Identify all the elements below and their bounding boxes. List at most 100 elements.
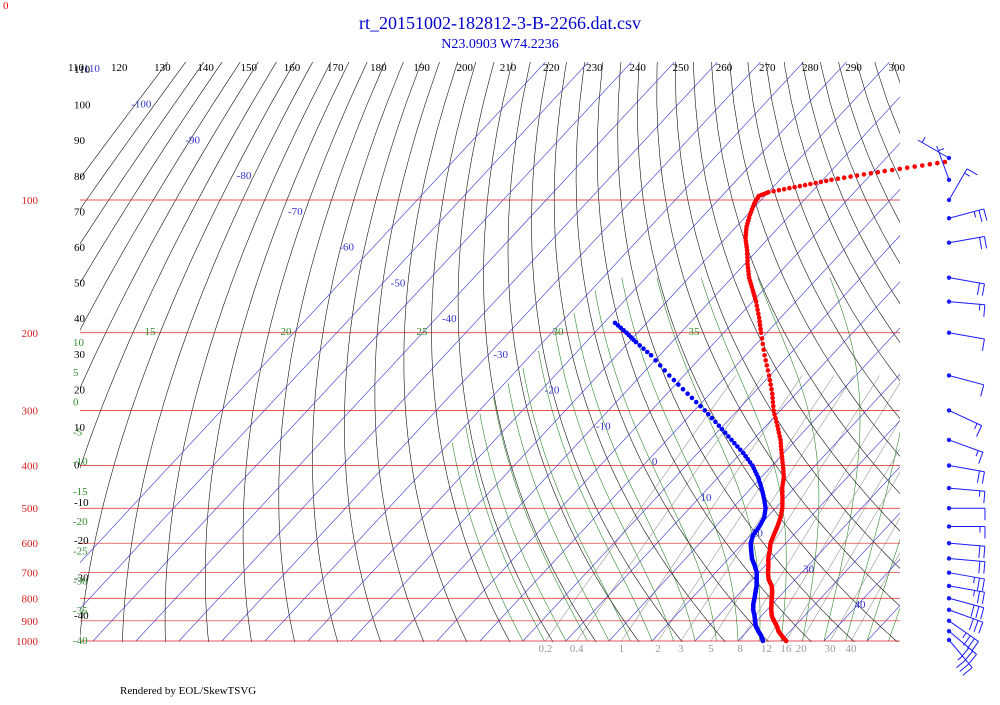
dry-adiabat-line [243, 25, 385, 651]
temperature-point [768, 378, 773, 383]
wind-barb-staff [949, 466, 984, 472]
temperature-point [771, 404, 776, 409]
left-scale-label: 60 [74, 242, 86, 254]
isobar-label: 300 [22, 405, 39, 417]
temperature-point [842, 175, 847, 180]
wind-barb-flag [963, 636, 970, 646]
wind-barb-station [947, 216, 951, 220]
isobar-label: 800 [22, 593, 39, 605]
temperature-point [912, 164, 917, 169]
top-scale-label: 150 [241, 62, 258, 74]
wind-barb [947, 486, 985, 503]
top-scale-label: 290 [845, 62, 862, 74]
moist-adiabats [452, 278, 1000, 641]
dry-adiabat-line [638, 25, 908, 651]
wind-barb-flag [984, 546, 985, 558]
dewpoint-point [681, 387, 686, 392]
wind-barb [947, 584, 985, 604]
corner-label: 0 [3, 0, 9, 12]
top-scale-label: 300 [889, 62, 906, 74]
moist-adiabat-label: 25 [417, 326, 429, 338]
wind-barb-flag [982, 579, 984, 591]
wind-barb-flag [984, 562, 985, 574]
top-scale-label: 190 [413, 62, 430, 74]
wind-barb-flag [980, 237, 982, 249]
temperature-point [771, 400, 776, 405]
dewpoint-point [717, 423, 722, 428]
temperature-point [755, 303, 760, 308]
wind-barb-staff [949, 278, 984, 284]
dry-adiabat-line [711, 25, 1000, 651]
temperature-point [920, 163, 925, 168]
top-scale-label: 250 [673, 62, 690, 74]
left-scale-label: -10 [74, 497, 89, 509]
wind-barb-flag [979, 210, 982, 222]
wind-barb [947, 236, 987, 249]
temperature-point [798, 184, 803, 189]
isotherm-label: -60 [339, 242, 354, 254]
dewpoint-point [720, 427, 725, 432]
wind-barb-station [947, 438, 951, 442]
wind-barb-flag [982, 592, 984, 604]
temperature-point [767, 373, 772, 378]
temperature-point [882, 169, 887, 174]
temperature-point [935, 161, 940, 166]
dewpoint-point [641, 346, 646, 351]
temperature-point [763, 358, 768, 363]
dry-adiabat-line [865, 25, 1000, 651]
render-credit: Rendered by EOL/SkewTSVG [120, 685, 256, 697]
dry-adiabat-line [762, 25, 1000, 651]
isotherm-label: 10 [701, 492, 713, 504]
dry-adiabat-line [458, 25, 558, 651]
temperature-point [819, 180, 824, 185]
wind-barb [947, 570, 985, 590]
temperature-point [761, 347, 766, 352]
top-scale-label: 230 [586, 62, 603, 74]
wind-barb-flag [984, 491, 985, 503]
temperature-point [836, 176, 841, 181]
wind-barb-station [947, 373, 951, 377]
temperature-point [792, 185, 797, 190]
wind-barb-flag [963, 668, 972, 676]
dewpoint-point [658, 363, 663, 368]
wind-barb-halfflag [938, 149, 944, 151]
dewpoint-point [694, 400, 699, 405]
dewpoint-point [676, 382, 681, 387]
temperature-point [905, 165, 910, 170]
wind-barb-staff [949, 209, 984, 218]
dry-adiabat-line [508, 25, 646, 651]
wind-barb-station [947, 556, 951, 560]
wind-barb [947, 629, 977, 664]
temperature-point [773, 416, 778, 421]
wind-barb-staff [949, 169, 967, 200]
dewpoint-point [726, 434, 731, 439]
top-scale-label: 170 [327, 62, 344, 74]
moist-scale-label: -20 [73, 516, 88, 528]
mixing-ratio-label: 1 [619, 643, 625, 655]
dewpoint-point [667, 373, 672, 378]
wind-barb [947, 463, 985, 483]
left-scale-label: 110 [74, 64, 91, 76]
left-scale-label: 20 [74, 384, 86, 396]
wind-barb-station [947, 156, 951, 160]
dewpoint-point [729, 438, 734, 443]
chart-title: rt_20151002-182812-3-B-2266.dat.csv [359, 13, 641, 33]
top-scale-label: 130 [154, 62, 171, 74]
isobar-label: 200 [22, 328, 39, 340]
moist-adiabat-label: 35 [689, 326, 701, 338]
temperature-point [774, 420, 779, 425]
temperature-point [824, 179, 829, 184]
mixing-ratio-label: 0.2 [539, 643, 553, 655]
wind-barb-station [947, 541, 951, 545]
wind-barb [947, 299, 985, 316]
left-scale-label: 80 [74, 171, 86, 183]
mixing-ratio-label: 0.4 [570, 643, 584, 655]
temperature-point [765, 363, 770, 368]
moist-scale-label: -5 [73, 426, 83, 438]
wind-barb-flag [969, 619, 973, 630]
isobar-label: 1000 [16, 636, 39, 648]
wind-barb-flag [960, 664, 969, 672]
moist-adiabat-line [466, 426, 545, 641]
wind-barb-flag [968, 639, 975, 649]
